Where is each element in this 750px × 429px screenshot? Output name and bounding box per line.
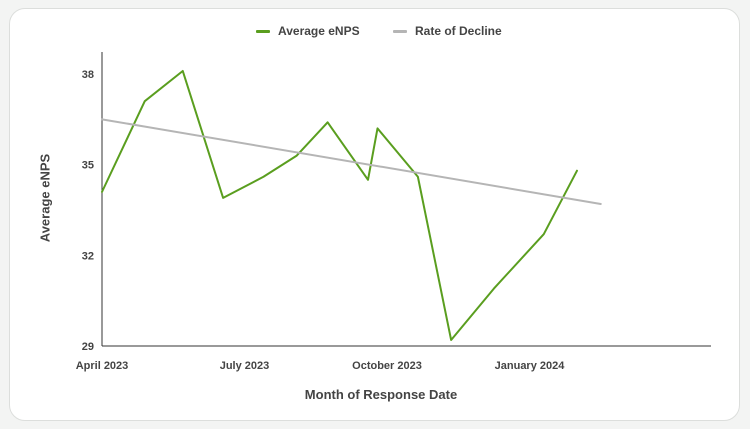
x-tick-label-april-2023: April 2023	[76, 360, 129, 372]
y-tick-label-32: 32	[82, 250, 94, 262]
y-tick-label-29: 29	[82, 341, 94, 353]
x-tick-label-january-2024: January 2024	[495, 360, 566, 372]
x-tick-label-july-2023: July 2023	[220, 360, 270, 372]
legend-item-average-enps[interactable]: Average eNPS	[256, 24, 360, 38]
series-line-rate-of-decline	[101, 118, 602, 205]
chart-card	[9, 8, 740, 421]
legend-item-rate-of-decline[interactable]: Rate of Decline	[393, 24, 502, 38]
x-axis-title: Month of Response Date	[304, 387, 458, 402]
chart-legend: Average eNPS Rate of Decline	[0, 24, 750, 42]
legend-swatch-average-enps	[256, 29, 270, 33]
y-tick-label-35: 35	[82, 160, 94, 172]
legend-label-average-enps: Average eNPS	[278, 24, 360, 38]
y-tick-label-38: 38	[82, 69, 94, 81]
legend-label-rate-of-decline: Rate of Decline	[415, 24, 502, 38]
series-line-average-enps	[101, 69, 578, 341]
x-tick-label-october-2023: October 2023	[352, 360, 422, 372]
legend-swatch-rate-of-decline	[393, 29, 407, 33]
